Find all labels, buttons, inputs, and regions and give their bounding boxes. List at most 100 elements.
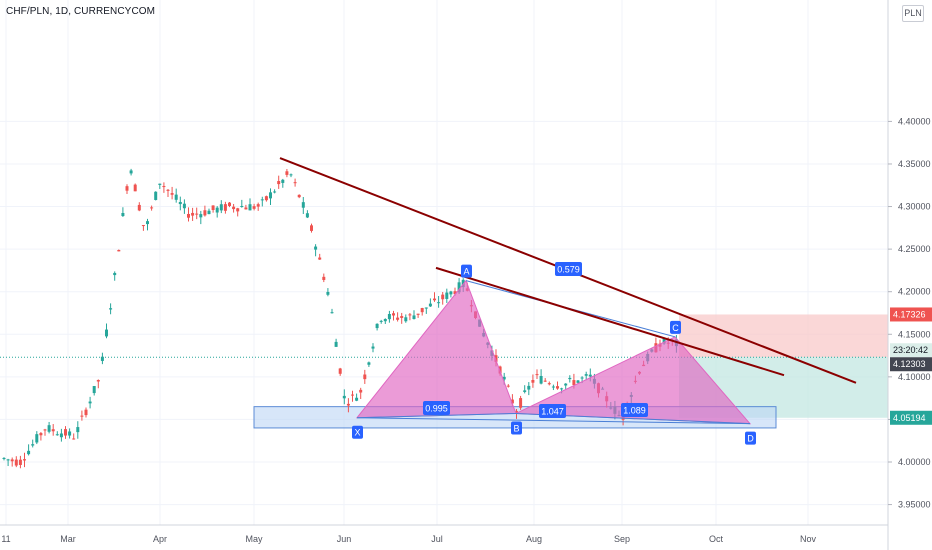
grid — [0, 0, 888, 525]
point-label-box — [511, 421, 522, 435]
candle-body — [125, 186, 129, 191]
candle-body — [523, 390, 527, 392]
candle-body — [35, 434, 39, 443]
candle-body — [551, 386, 555, 388]
time-tick-label: Mar — [60, 534, 76, 544]
candle-body — [371, 346, 375, 349]
candle-body — [527, 385, 531, 390]
candle-body — [408, 314, 412, 316]
candle-body — [166, 189, 170, 191]
candle-body — [342, 395, 346, 399]
candle-body — [297, 194, 301, 198]
candles — [2, 168, 678, 469]
candle-body — [392, 313, 395, 316]
candle-body — [314, 246, 318, 250]
time-tick-label: May — [245, 534, 263, 544]
stop-loss-box — [679, 314, 888, 358]
point-label-x: X — [354, 428, 360, 438]
candle-body — [277, 181, 281, 185]
candle-body — [510, 399, 514, 404]
candle-body — [256, 204, 260, 207]
price-tick-label: 4.15000 — [898, 329, 931, 339]
candle-body — [367, 362, 371, 365]
candle-body — [494, 355, 498, 362]
candle-body — [64, 429, 67, 436]
candle-body — [519, 398, 523, 408]
ratio-label: 0.579 — [557, 265, 580, 275]
candle-body — [244, 207, 248, 210]
time-tick-label: Sep — [614, 534, 630, 544]
candle-body — [113, 272, 117, 276]
ratio-label: 1.089 — [623, 406, 646, 416]
candle-body — [334, 341, 338, 347]
ratio-label: 0.995 — [425, 404, 448, 414]
position-boxes — [0, 314, 888, 418]
candle-body — [146, 221, 149, 225]
candle-body — [80, 415, 84, 417]
candle-body — [23, 459, 26, 461]
candle-body — [203, 210, 207, 216]
candle-body — [2, 457, 6, 459]
candle-body — [252, 206, 256, 209]
candle-body — [43, 429, 47, 431]
candle-body — [174, 194, 178, 200]
ratio-label-box — [555, 262, 582, 276]
last-price-label: 4.12303 — [893, 359, 926, 369]
candle-body — [338, 368, 342, 374]
currency-badge[interactable]: PLN — [902, 5, 924, 22]
candle-body — [424, 307, 428, 309]
countdown-label: 23:20:42 — [893, 345, 928, 355]
candle-body — [47, 425, 51, 432]
point-label-box — [352, 425, 363, 439]
candle-body — [27, 450, 31, 455]
point-label-d: D — [747, 434, 754, 444]
candle-body — [207, 210, 211, 215]
candle-body — [543, 380, 547, 382]
candle-body — [449, 291, 453, 295]
candle-body — [141, 225, 145, 227]
candle-body — [576, 380, 580, 383]
candle-body — [219, 204, 223, 211]
price-tick-label: 3.95000 — [898, 500, 931, 510]
price-tick-label: 4.40000 — [898, 116, 931, 126]
candle-body — [293, 182, 297, 184]
countdown-label-box — [890, 343, 932, 358]
target-price-label-box — [890, 410, 932, 425]
price-tick-label: 4.30000 — [898, 202, 931, 212]
candle-body — [412, 315, 416, 320]
candle-body — [326, 291, 330, 295]
candle-body — [6, 459, 10, 461]
candle-body — [170, 193, 174, 195]
candle-body — [191, 212, 195, 216]
candle-body — [588, 374, 592, 377]
candle-body — [51, 429, 55, 432]
candle-body — [273, 191, 277, 193]
candle-body — [572, 380, 576, 386]
candle-body — [18, 459, 22, 465]
candle-body — [351, 394, 354, 396]
harmonic-pattern — [355, 279, 752, 425]
candle-body — [129, 170, 133, 174]
time-tick-label: 11 — [1, 534, 10, 544]
candle-body — [363, 374, 367, 380]
ratio-label: 1.047 — [541, 407, 564, 417]
candle-body — [506, 385, 510, 387]
price-tick-label: 4.35000 — [898, 159, 931, 169]
candle-body — [10, 459, 14, 462]
price-tick-label: 4.20000 — [898, 287, 931, 297]
candle-body — [150, 207, 154, 209]
time-tick-label: Oct — [709, 534, 724, 544]
ratio-label-box — [621, 403, 648, 417]
candle-body — [428, 303, 432, 307]
candle-body — [375, 323, 379, 329]
candle-body — [301, 202, 305, 208]
candle-body — [383, 319, 387, 322]
candle-body — [92, 386, 96, 394]
candle-body — [55, 434, 59, 436]
candle-body — [178, 201, 182, 205]
candle-body — [84, 409, 88, 416]
candle-body — [379, 320, 383, 322]
price-tick-label: 4.00000 — [898, 457, 931, 467]
candle-body — [199, 214, 203, 218]
